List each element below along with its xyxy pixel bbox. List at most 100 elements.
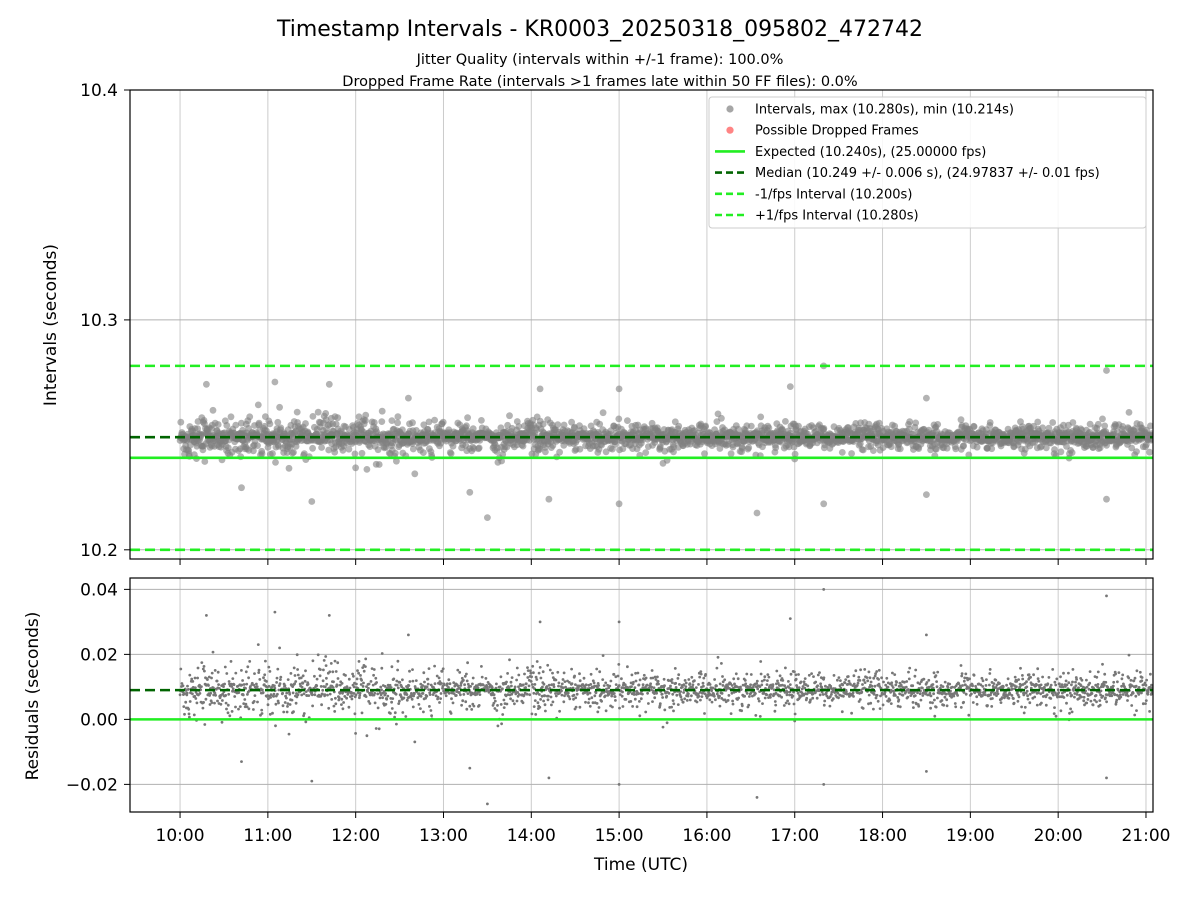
residual-point (304, 690, 308, 693)
residual-point (508, 658, 511, 662)
residual-point (748, 695, 751, 698)
residual-point (950, 685, 954, 689)
residual-point (535, 678, 539, 681)
residual-point (1029, 675, 1032, 679)
residual-point (904, 685, 908, 689)
interval-point (1147, 422, 1153, 430)
residual-point (863, 681, 867, 684)
interval-point (1094, 420, 1102, 428)
residual-point (765, 693, 769, 697)
residual-point (653, 675, 657, 679)
residual-point (1023, 705, 1027, 709)
residual-point (302, 714, 305, 718)
residual-point (374, 727, 378, 730)
residual-point (678, 683, 681, 686)
residual-point (718, 694, 721, 698)
interval-point (271, 378, 279, 386)
residual-point (846, 675, 850, 678)
residual-point (267, 684, 271, 688)
residual-point (264, 659, 267, 663)
residual-point (631, 705, 634, 708)
residual-point (605, 690, 609, 694)
residual-point (991, 697, 994, 700)
residual-point (879, 694, 882, 698)
residual-point (351, 672, 354, 676)
residual-point (589, 672, 593, 676)
interval-point (545, 495, 553, 503)
residual-point (936, 696, 939, 700)
residual-point (866, 679, 870, 683)
residual-point (180, 682, 184, 685)
residual-point (818, 671, 821, 674)
residual-point (481, 683, 485, 687)
interval-point (238, 484, 245, 492)
residual-point (592, 681, 596, 685)
residual-point (315, 677, 319, 681)
residual-point (711, 686, 715, 690)
residual-point (890, 681, 894, 685)
residual-point (582, 676, 586, 680)
interval-point (375, 461, 383, 468)
residual-point (343, 695, 347, 698)
residual-point (676, 677, 680, 680)
residual-point (357, 671, 360, 675)
residual-point (985, 678, 988, 681)
residual-point (442, 683, 446, 687)
residual-point (352, 674, 355, 678)
interval-point (325, 446, 333, 454)
residual-point (433, 682, 437, 686)
residual-point (196, 676, 200, 680)
residual-point (785, 690, 789, 694)
residual-point (187, 707, 191, 711)
residual-point (210, 676, 213, 680)
residual-point (916, 691, 919, 695)
residual-point (733, 682, 736, 686)
residual-point (306, 682, 310, 686)
residual-point (533, 699, 537, 702)
residual-point (459, 684, 463, 687)
interval-point (331, 448, 339, 456)
residual-point (275, 681, 278, 684)
residual-point (792, 702, 796, 706)
residual-point (766, 673, 770, 676)
residual-point (328, 692, 332, 696)
residual-point (263, 673, 267, 677)
residual-point (574, 683, 577, 686)
residual-point (252, 700, 256, 703)
residual-point (845, 690, 848, 694)
residual-point (671, 692, 675, 696)
residual-point (959, 706, 963, 709)
residual-point (241, 693, 245, 697)
residual-point (511, 699, 515, 703)
residual-point (562, 671, 566, 675)
residual-point (192, 713, 196, 717)
interval-point (224, 444, 232, 452)
residual-point (877, 678, 880, 681)
residual-point (828, 695, 832, 698)
residual-point (380, 688, 383, 692)
interval-point (469, 425, 477, 432)
residual-point (406, 686, 410, 690)
residual-point (373, 701, 377, 705)
residual-point (456, 668, 460, 672)
residual-point (695, 700, 699, 704)
residual-point (289, 672, 293, 675)
interval-point (345, 445, 353, 453)
residual-point (994, 691, 997, 695)
residual-point (957, 682, 961, 685)
residual-point (213, 691, 217, 695)
interval-point (642, 449, 650, 456)
residual-point (380, 652, 384, 655)
residual-point (861, 683, 864, 686)
residual-point (496, 704, 499, 707)
residual-point (529, 680, 533, 683)
residual-point (588, 691, 592, 695)
residual-point (426, 682, 430, 686)
residual-point (271, 711, 274, 715)
interval-point (420, 421, 428, 429)
interval-point (232, 421, 240, 429)
residual-point (560, 682, 564, 686)
residual-point (740, 709, 743, 713)
residual-point (485, 685, 489, 689)
residual-point (394, 692, 398, 696)
